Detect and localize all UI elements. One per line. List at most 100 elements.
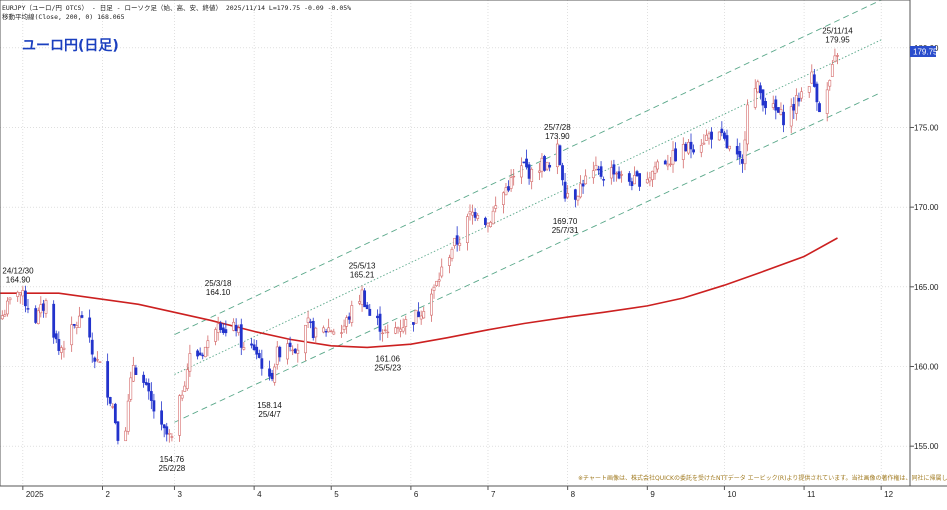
x-tick-label: 5 — [334, 490, 339, 499]
candle-body-up — [399, 328, 403, 332]
candle-body-up — [129, 377, 133, 400]
candle-body-down — [324, 331, 328, 333]
candle-body-down — [160, 410, 164, 425]
candle-body-down — [573, 189, 577, 200]
candle-body-down — [57, 339, 61, 351]
candle-body-up — [620, 174, 624, 176]
candle-body-up — [203, 346, 207, 358]
current-price-label: 179.75 — [913, 48, 938, 57]
candle-body-up — [653, 166, 657, 174]
candle-body-up — [350, 305, 354, 323]
candle-body-up — [494, 205, 498, 209]
candle-body-down — [255, 346, 259, 355]
candle-body-down — [417, 311, 420, 318]
annotation-line-2: 164.10 — [206, 288, 231, 297]
candle-body-up — [396, 327, 400, 330]
candle-body-up — [381, 332, 385, 335]
chart-title: ユーロ円(日足) — [22, 38, 119, 54]
annotation-line-2: 179.95 — [825, 36, 850, 45]
candle-body-up — [98, 361, 102, 363]
candle-body-down — [782, 111, 785, 126]
candle-body-down — [142, 374, 146, 383]
candle-body-down — [638, 173, 642, 187]
candle-body-down — [627, 173, 631, 182]
candle-body-down — [507, 186, 510, 191]
candle-body-up — [807, 86, 811, 93]
candle-body-up — [699, 144, 703, 153]
candle-body-down — [219, 323, 223, 330]
annotation-line-1: 161.06 — [376, 355, 401, 364]
candle-body-up — [329, 330, 333, 333]
candle-body-up — [214, 329, 217, 342]
candle-body-up — [21, 290, 25, 297]
candle-body-down — [684, 143, 688, 152]
candle-body-down — [710, 131, 713, 140]
candle-body-down — [288, 342, 292, 347]
candle-body-down — [674, 148, 677, 162]
candle-body-down — [239, 324, 243, 348]
candle-body-up — [314, 327, 318, 338]
candle-body-up — [430, 293, 433, 316]
candle-body-up — [275, 346, 279, 365]
annotation-line-1: 169.70 — [553, 217, 578, 226]
candle-body-down — [723, 132, 726, 139]
candle-body-down — [599, 166, 603, 177]
x-tick-label: 10 — [727, 490, 736, 499]
candle-body-up — [705, 134, 708, 141]
annotation-line-1: 25/5/13 — [349, 261, 376, 270]
candle-body-down — [527, 164, 531, 179]
x-tick-label: 2025 — [26, 490, 44, 499]
candle-body-down — [88, 317, 92, 338]
candle-body-down — [473, 212, 477, 218]
candle-body-down — [144, 382, 148, 385]
candle-body-up — [437, 279, 441, 282]
candle-body-down — [725, 135, 729, 148]
candle-body-down — [52, 303, 56, 338]
candle-body-up — [453, 237, 456, 246]
annotation-line-1: 25/3/18 — [205, 279, 232, 288]
current-price-tag: 179.75 — [910, 46, 938, 57]
annotation-line-2: 25/2/28 — [159, 464, 186, 473]
candle-body-down — [134, 367, 138, 375]
candle-body-up — [540, 157, 544, 172]
candle-body-down — [224, 329, 228, 334]
candle-body-up — [615, 172, 618, 175]
candle-body-up — [432, 286, 436, 291]
candle-body-up — [594, 165, 598, 170]
candle-body-up — [332, 331, 336, 335]
candle-body-up — [468, 211, 472, 215]
candle-body-down — [612, 164, 616, 175]
candle-body-up — [36, 310, 40, 325]
candle-body-down — [368, 308, 372, 316]
candle-body-up — [414, 309, 418, 324]
candle-body-down — [365, 304, 369, 310]
annotation-line-1: 154.76 — [160, 455, 185, 464]
candle-body-up — [124, 430, 128, 442]
candle-body-up — [537, 170, 541, 173]
candle-body-down — [412, 322, 415, 325]
candle-body-down — [761, 89, 765, 106]
candle-body-up — [833, 55, 837, 62]
candle-body-up — [273, 366, 277, 383]
candle-body-up — [519, 165, 523, 178]
candle-body-up — [448, 257, 451, 266]
candle-body-up — [489, 222, 492, 227]
candle-body-up — [825, 89, 829, 114]
candle-body-up — [0, 315, 4, 320]
candle-body-down — [80, 315, 84, 318]
candle-body-up — [746, 104, 749, 145]
candle-body-down — [250, 343, 253, 346]
candle-body-up — [167, 433, 171, 435]
x-tick-label: 8 — [571, 490, 576, 499]
candle-body-up — [70, 324, 74, 346]
candle-body-down — [72, 323, 76, 326]
candle-body-up — [458, 242, 462, 246]
candle-body-up — [39, 304, 43, 314]
candle-body-up — [789, 106, 793, 127]
candle-body-down — [740, 158, 744, 164]
candle-body-down — [812, 74, 816, 87]
candle-body-down — [196, 350, 199, 357]
